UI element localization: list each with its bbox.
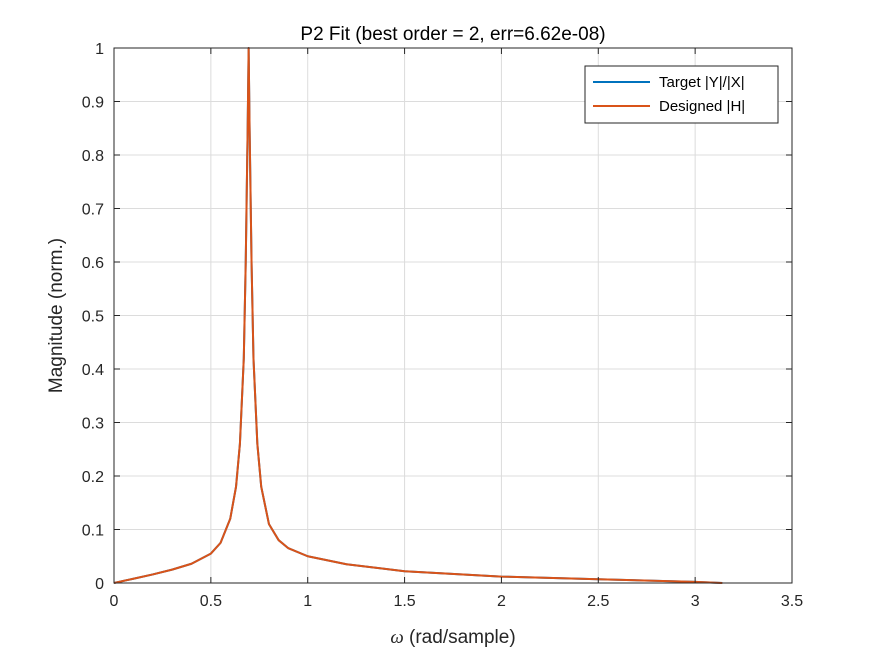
x-axis-symbol: ω — [390, 627, 403, 648]
y-axis-title: Magnitude (norm.) — [46, 238, 67, 393]
y-tick-label: 1 — [95, 41, 104, 58]
legend: Target |Y|/|X| Designed |H| — [584, 65, 779, 124]
y-tick-label: 0.2 — [82, 469, 104, 486]
x-axis-text: (rad/sample) — [404, 627, 516, 648]
y-tick-label: 0.4 — [82, 362, 104, 379]
x-tick-label: 1 — [303, 593, 312, 610]
x-tick-label: 0 — [110, 593, 119, 610]
legend-box — [584, 65, 779, 124]
y-tick-label: 0.8 — [82, 148, 104, 165]
legend-label-2: Designed |H| — [659, 98, 745, 115]
x-tick-label: 2.5 — [587, 593, 609, 610]
x-tick-label: 3.5 — [781, 593, 803, 610]
x-tick-label: 2 — [497, 593, 506, 610]
x-tick-label: 3 — [691, 593, 700, 610]
y-tick-label: 0.5 — [82, 309, 104, 326]
chart-title: P2 Fit (best order = 2, err=6.62e-08) — [300, 24, 605, 45]
y-tick-label: 0.1 — [82, 523, 104, 540]
series-line-2 — [113, 47, 723, 584]
axis-ticks: 0 0.5 1 1.5 2 2.5 3 3.5 0 0.1 0.2 0.3 0.4 0.5 0.6 0.7 0.… — [82, 41, 803, 610]
y-tick-label: 0.9 — [82, 95, 104, 112]
series-layer — [113, 47, 723, 584]
legend-label-1: Target |Y|/|X| — [659, 74, 745, 91]
x-tick-label: 0.5 — [200, 593, 222, 610]
y-tick-label: 0.7 — [82, 202, 104, 219]
x-axis-title: ω (rad/sample) — [390, 627, 515, 648]
x-tick-label: 1.5 — [393, 593, 415, 610]
y-tick-label: 0 — [95, 576, 104, 593]
y-tick-label: 0.3 — [82, 416, 104, 433]
y-tick-label: 0.6 — [82, 255, 104, 272]
